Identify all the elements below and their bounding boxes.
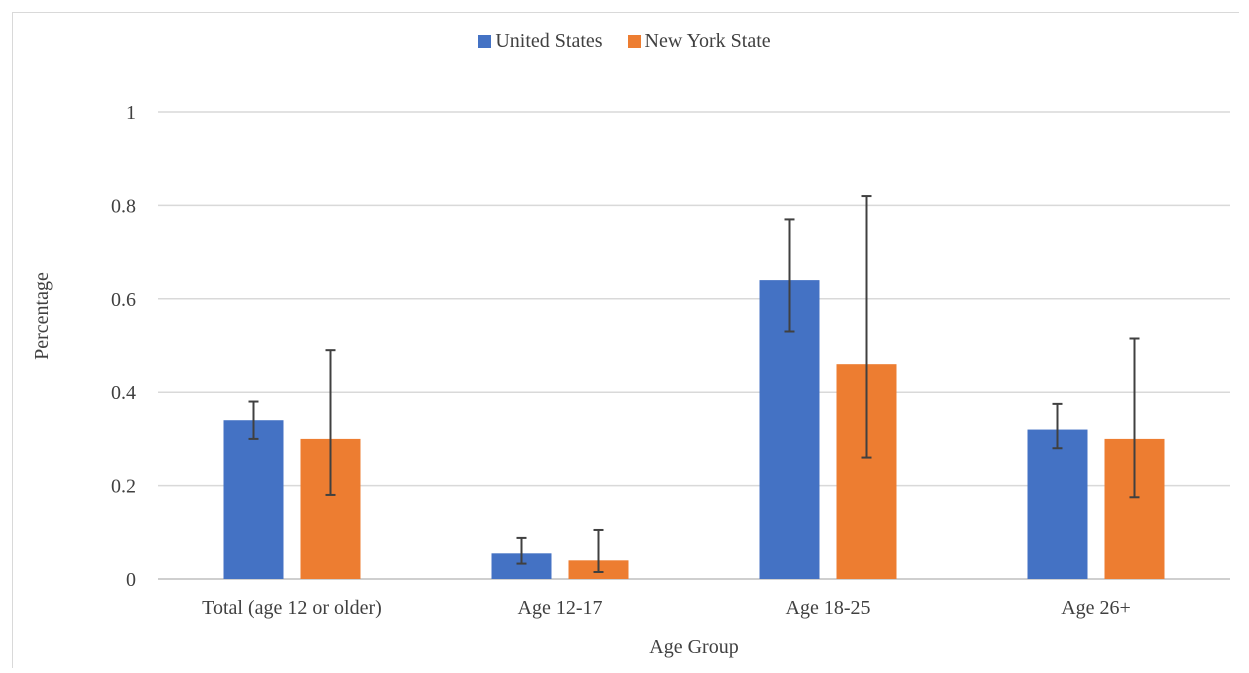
- legend-item-new-york-state: New York State: [627, 30, 771, 53]
- legend: United States New York State: [0, 30, 1249, 54]
- x-tick-label: Age 18-25: [786, 597, 871, 619]
- y-axis-label: Percentage: [31, 272, 53, 360]
- legend-item-united-states: United States: [478, 30, 603, 53]
- x-axis-label: Age Group: [649, 636, 738, 658]
- x-tick-label: Age 12-17: [518, 597, 603, 619]
- legend-label-new-york-state: New York State: [644, 30, 771, 52]
- x-tick-label: Total (age 12 or older): [202, 597, 382, 619]
- legend-swatch-new-york-state: [627, 35, 641, 48]
- x-tick-label: Age 26+: [1061, 597, 1131, 619]
- legend-swatch-united-states: [478, 35, 492, 48]
- y-tick-label: 1: [126, 102, 136, 124]
- y-tick-label: 0.6: [111, 289, 136, 311]
- chart-frame: [12, 12, 1239, 668]
- bar: [1027, 429, 1088, 579]
- bar: [223, 420, 284, 579]
- y-tick-label: 0.4: [111, 382, 136, 404]
- legend-label-united-states: United States: [495, 30, 603, 52]
- y-tick-label: 0: [126, 569, 136, 591]
- y-tick-label: 0.8: [111, 195, 136, 217]
- y-tick-label: 0.2: [111, 476, 136, 498]
